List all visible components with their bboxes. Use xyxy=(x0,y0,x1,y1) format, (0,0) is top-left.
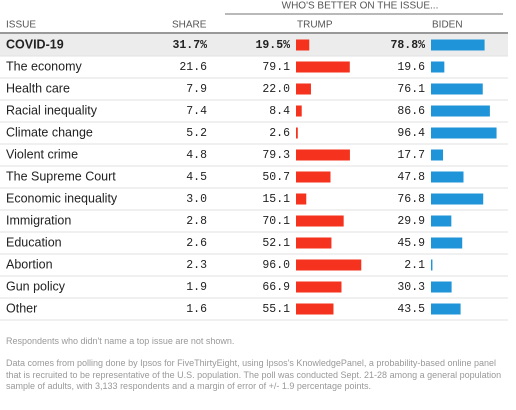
cell-value: 30.3 xyxy=(397,281,425,294)
cell-value: 52.1 xyxy=(262,237,290,250)
cell-value: 96.4 xyxy=(397,127,425,140)
col-header: SHARE xyxy=(172,20,207,31)
cell-value: 19.6 xyxy=(397,61,425,74)
bar xyxy=(296,281,342,293)
cell-value: 66.9 xyxy=(262,281,290,294)
cell-value: 55.1 xyxy=(262,303,290,316)
issue: The Supreme Court xyxy=(6,169,116,183)
cell-value: 79.1 xyxy=(262,61,290,74)
cell-value: 7.4 xyxy=(186,105,207,118)
bar xyxy=(431,281,452,293)
table: WHO'S BETTER ON THE ISSUE... ISSUE SHARE… xyxy=(0,1,508,321)
cell-value: 86.6 xyxy=(397,105,425,118)
note: Respondents who didn't name a top issue … xyxy=(6,336,235,346)
issue: Immigration xyxy=(6,213,71,227)
cell-value: 8.4 xyxy=(269,105,290,118)
bar xyxy=(431,39,485,51)
issue: Education xyxy=(6,235,62,249)
cell-value: 50.7 xyxy=(262,171,290,184)
cell-value: 1.9 xyxy=(186,281,207,294)
cell-value: 45.9 xyxy=(397,237,425,250)
note: Data comes from polling done by Ipsos fo… xyxy=(6,358,502,391)
bar xyxy=(431,303,461,315)
issue: Gun policy xyxy=(6,279,66,293)
cell-value: 3.0 xyxy=(186,193,207,206)
bar xyxy=(296,149,350,161)
cell-value: 47.8 xyxy=(397,171,425,184)
bar xyxy=(296,39,310,51)
issue: Abortion xyxy=(6,257,53,271)
issue: Racial inequality xyxy=(6,103,98,117)
bar xyxy=(296,215,344,227)
cell-value: 2.6 xyxy=(186,237,207,250)
bar xyxy=(296,105,302,117)
bar xyxy=(296,61,350,73)
issue: Economic inequality xyxy=(6,191,118,205)
col-header: BIDEN xyxy=(432,20,463,31)
bar xyxy=(296,127,298,139)
cell-value: 15.1 xyxy=(262,193,290,206)
issue: COVID-19 xyxy=(6,37,64,51)
cell-value: 1.6 xyxy=(186,303,207,316)
issue: Health care xyxy=(6,81,70,95)
cell-value: 7.9 xyxy=(186,83,207,96)
col-header: TRUMP xyxy=(297,20,333,31)
cell-value: 79.3 xyxy=(262,149,290,162)
bar xyxy=(431,215,452,227)
bar xyxy=(431,61,445,73)
bar xyxy=(296,193,307,205)
bar xyxy=(296,83,311,95)
cell-value: 22.0 xyxy=(262,83,290,96)
cell-value: 4.5 xyxy=(186,171,207,184)
bar xyxy=(296,303,334,315)
issue: Violent crime xyxy=(6,147,78,161)
bar xyxy=(431,149,444,161)
bar xyxy=(296,237,332,249)
bar xyxy=(431,237,463,249)
cell-value: 21.6 xyxy=(179,61,207,74)
bar xyxy=(431,127,497,139)
cell-value: 2.6 xyxy=(269,127,290,140)
cell-value: 4.8 xyxy=(186,149,207,162)
bar xyxy=(431,105,490,117)
cell-value: 43.5 xyxy=(397,303,425,316)
cell-value: 78.8% xyxy=(390,39,425,52)
bar xyxy=(431,259,433,271)
cell-value: 2.8 xyxy=(186,215,207,228)
cell-value: 5.2 xyxy=(186,127,207,140)
cell-value: 76.1 xyxy=(397,83,425,96)
issue: Other xyxy=(6,301,37,315)
cell-value: 76.8 xyxy=(397,193,425,206)
issue: The economy xyxy=(6,59,82,73)
cell-value: 2.3 xyxy=(186,259,207,272)
cell-value: 96.0 xyxy=(262,259,290,272)
bar xyxy=(431,83,483,95)
group-header: WHO'S BETTER ON THE ISSUE... xyxy=(282,1,439,12)
cell-value: 17.7 xyxy=(397,149,425,162)
col-header: ISSUE xyxy=(6,20,36,31)
bar xyxy=(296,259,362,271)
cell-value: 2.1 xyxy=(404,259,425,272)
bar xyxy=(431,171,464,183)
issue: Climate change xyxy=(6,125,93,139)
row-highlight xyxy=(0,34,508,56)
cell-value: 31.7% xyxy=(172,39,207,52)
cell-value: 70.1 xyxy=(262,215,290,228)
bar xyxy=(431,193,484,205)
cell-value: 19.5% xyxy=(255,39,290,52)
bar xyxy=(296,171,331,183)
cell-value: 29.9 xyxy=(397,215,425,228)
